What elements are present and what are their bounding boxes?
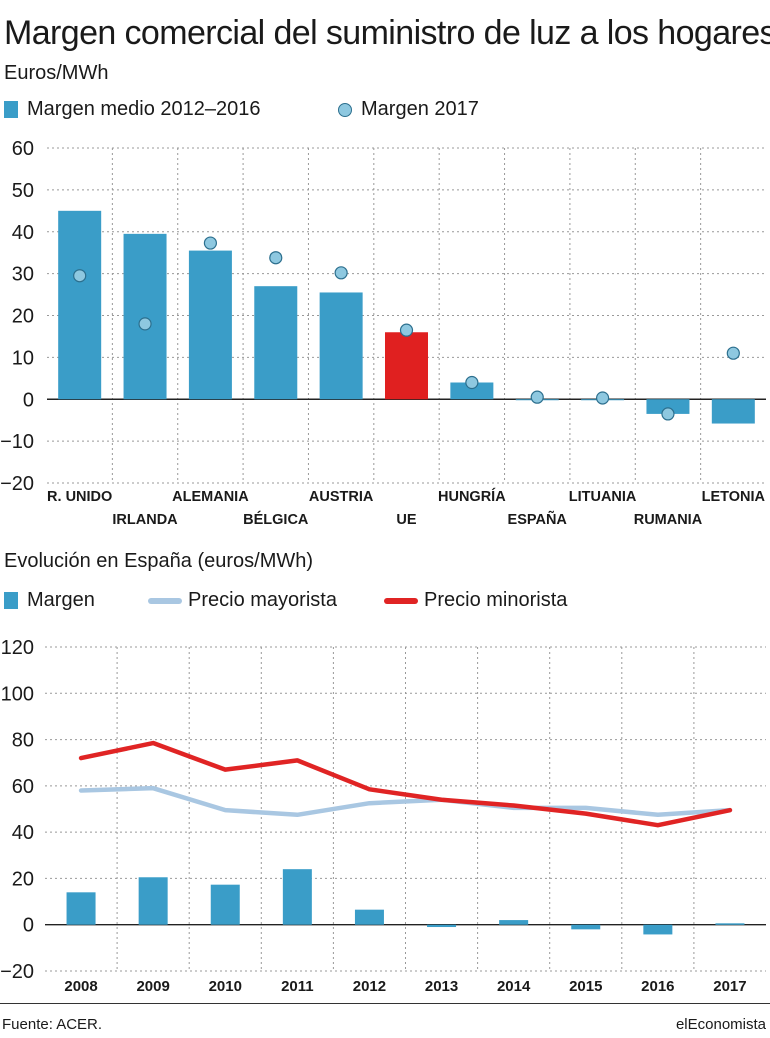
- y-tick-label: 40: [12, 822, 34, 844]
- year-label: 2009: [136, 978, 169, 995]
- margen-bar-2017: [715, 923, 745, 925]
- y-tick-label: 40: [12, 222, 34, 244]
- precio-minorista-line: [78, 740, 733, 828]
- dot-2017: [73, 269, 87, 283]
- y-tick-label: 60: [12, 776, 34, 798]
- y-tick-label: 60: [12, 138, 34, 160]
- y-tick-label: 80: [12, 730, 34, 752]
- bar-letonia: [711, 399, 755, 424]
- year-label: 2014: [497, 978, 531, 995]
- margen-bar-2008: [66, 892, 96, 925]
- y-tick-label: 30: [12, 264, 34, 286]
- y-tick-label: −20: [0, 473, 34, 495]
- year-label: 2008: [64, 978, 97, 995]
- dot-2017: [661, 407, 675, 421]
- margen-bar-2016: [643, 924, 673, 935]
- dot-2017: [530, 390, 544, 404]
- margen-bar-2009: [138, 877, 168, 925]
- top-legend-bars: Margen medio 2012–2016: [4, 98, 261, 121]
- year-label: 2016: [641, 978, 674, 995]
- minorista-line-swatch-icon: [384, 597, 418, 604]
- top-legend-bars-label: Margen medio 2012–2016: [27, 98, 261, 120]
- category-label: HUNGRÍA: [438, 488, 506, 505]
- y-tick-label: 0: [23, 389, 34, 411]
- dot-2017: [595, 391, 610, 405]
- top-legend-dots: Margen 2017: [338, 98, 479, 121]
- category-label: ESPAÑA: [508, 510, 568, 528]
- source-note: Fuente: ACER.: [2, 1016, 103, 1033]
- bottom-chart-title: Evolución en España (euros/MWh): [4, 550, 313, 573]
- top-legend-dots-label: Margen 2017: [361, 98, 479, 120]
- dot-2017: [334, 266, 348, 280]
- bar-hungría: [450, 382, 494, 400]
- category-label: LITUANIA: [569, 489, 637, 505]
- dot-2017: [399, 323, 414, 337]
- bar-swatch-icon: [4, 592, 18, 609]
- year-label: 2017: [713, 978, 746, 995]
- dot-2017: [203, 236, 218, 250]
- dot-2017: [269, 251, 283, 265]
- dot-2017: [138, 317, 152, 331]
- y-tick-label: −10: [0, 431, 34, 453]
- brand-logo: elEconomista: [675, 1016, 766, 1033]
- bottom-legend-minorista: Precio minorista: [384, 589, 567, 612]
- bottom-legend-margen: Margen: [4, 589, 95, 612]
- dot-2017: [465, 375, 479, 390]
- footer-divider: [0, 1003, 770, 1004]
- bar-swatch-icon: [4, 101, 18, 118]
- y-tick-label: 10: [12, 347, 34, 369]
- category-label: LETONIA: [702, 489, 766, 505]
- y-tick-label: −20: [0, 961, 34, 983]
- bar-irlanda: [123, 233, 167, 400]
- y-tick-label: 100: [1, 683, 34, 705]
- category-label: R. UNIDO: [47, 489, 112, 505]
- category-label: BÉLGICA: [243, 511, 309, 528]
- year-label: 2015: [569, 978, 602, 995]
- year-label: 2011: [281, 978, 314, 995]
- bar-austria: [319, 292, 363, 400]
- chart-unit-label: Euros/MWh: [4, 62, 109, 84]
- dot-swatch-icon: [338, 102, 352, 117]
- bar-ue: [385, 332, 428, 400]
- y-tick-label: 120: [1, 637, 34, 659]
- margen-bar-2015: [571, 924, 601, 930]
- bar-bélgica: [254, 286, 298, 400]
- year-label: 2010: [209, 978, 242, 995]
- margen-bar-2012: [354, 909, 384, 925]
- bar-r-unido: [58, 210, 102, 400]
- y-tick-label: 0: [23, 915, 34, 937]
- bottom-legend-mayorista: Precio mayorista: [148, 589, 337, 612]
- year-label: 2013: [425, 978, 458, 995]
- margen-bar-2010: [210, 884, 240, 925]
- bottom-chart: −20 0 20 40 60 80 100 120 2008 2009 2010 2011 2012 20…: [0, 637, 766, 995]
- bottom-legend-margen-label: Margen: [27, 589, 95, 611]
- category-label: UE: [396, 512, 416, 528]
- bottom-legend-minorista-label: Precio minorista: [424, 589, 568, 611]
- category-label: ALEMANIA: [172, 489, 249, 505]
- bottom-chart-title-text: Evolución en España (euros/MWh): [4, 550, 314, 572]
- margen-bar-2013: [427, 924, 457, 928]
- y-tick-label: 20: [12, 306, 34, 328]
- margen-bar-2014: [499, 920, 529, 925]
- margen-bar-2011: [282, 869, 312, 925]
- mayorista-line-swatch-icon: [148, 597, 182, 604]
- category-label: IRLANDA: [112, 512, 178, 528]
- chart-title: Margen comercial del suministro de luz a…: [4, 14, 770, 52]
- precio-mayorista-line: [78, 785, 733, 818]
- dot-2017: [726, 346, 740, 360]
- category-label: RUMANIA: [634, 512, 703, 528]
- y-tick-label: 20: [12, 868, 34, 890]
- y-tick-label: 50: [12, 180, 34, 202]
- year-label: 2012: [353, 978, 386, 995]
- category-label: AUSTRIA: [309, 489, 374, 505]
- bottom-legend-mayorista-label: Precio mayorista: [188, 589, 337, 611]
- bar-rumania: [646, 399, 690, 414]
- bar-alemania: [188, 250, 232, 400]
